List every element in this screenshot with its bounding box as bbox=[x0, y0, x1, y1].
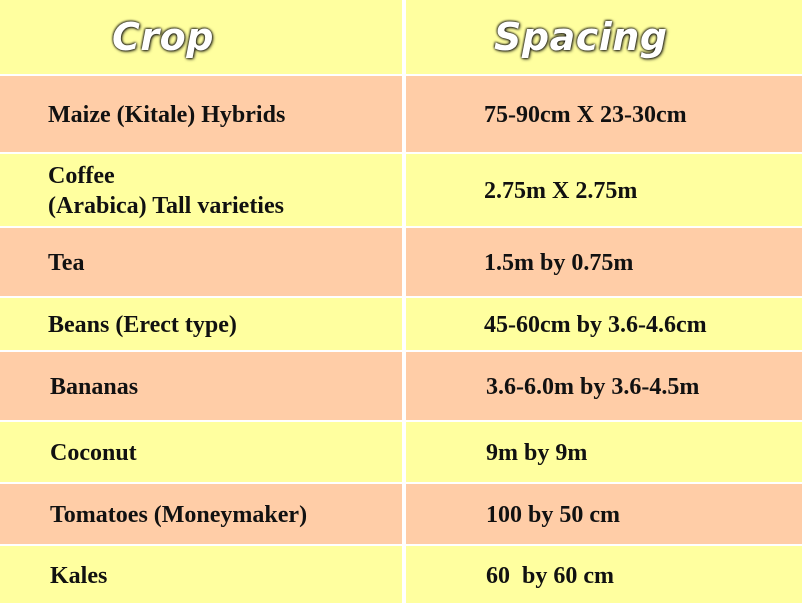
crop-name: Beans (Erect type) bbox=[48, 312, 237, 338]
crop-name: Tomatoes (Moneymaker) bbox=[50, 502, 308, 528]
table-row: Maize (Kitale) Hybrids 75-90cm X 23-30cm bbox=[0, 74, 802, 154]
spacing-cell: 75-90cm X 23-30cm bbox=[406, 76, 802, 154]
crop-name: Coffee (Arabica) Tall varieties bbox=[48, 163, 284, 219]
table-row: Beans (Erect type) 45-60cm by 3.6-4.6cm bbox=[0, 296, 802, 352]
spacing-value: 60 by 60 cm bbox=[486, 562, 614, 589]
table-row: Coffee (Arabica) Tall varieties 2.75m X … bbox=[0, 152, 802, 228]
crop-cell: Tomatoes (Moneymaker) bbox=[0, 484, 402, 546]
crop-header-cell: Crop bbox=[0, 0, 402, 74]
crop-name: Kales bbox=[50, 562, 108, 589]
spacing-cell: 100 by 50 cm bbox=[406, 484, 802, 546]
spacing-value: 1.5m by 0.75m bbox=[484, 250, 634, 276]
spacing-value: 2.75m X 2.75m bbox=[484, 178, 638, 204]
crop-cell: Maize (Kitale) Hybrids bbox=[0, 76, 402, 154]
spacing-header-cell: Spacing bbox=[406, 0, 802, 74]
spacing-cell: 45-60cm by 3.6-4.6cm bbox=[406, 298, 802, 352]
spacing-cell: 3.6-6.0m by 3.6-4.5m bbox=[406, 352, 802, 422]
spacing-value: 100 by 50 cm bbox=[486, 502, 620, 528]
crop-name: Tea bbox=[48, 250, 85, 276]
crop-header: Crop bbox=[112, 15, 214, 59]
table-row: Tea 1.5m by 0.75m bbox=[0, 226, 802, 298]
crop-cell: Coffee (Arabica) Tall varieties bbox=[0, 154, 402, 228]
spacing-value: 9m by 9m bbox=[486, 440, 588, 466]
spacing-cell: 60 by 60 cm bbox=[406, 546, 802, 603]
crop-name: Bananas bbox=[50, 374, 139, 400]
spacing-value: 3.6-6.0m by 3.6-4.5m bbox=[486, 374, 700, 400]
spacing-header: Spacing bbox=[494, 15, 668, 59]
spacing-cell: 9m by 9m bbox=[406, 422, 802, 484]
crop-cell: Coconut bbox=[0, 422, 402, 484]
crop-name: Coconut bbox=[50, 440, 137, 466]
table-header-row: Crop Spacing bbox=[0, 0, 802, 74]
spacing-value: 75-90cm X 23-30cm bbox=[484, 102, 687, 128]
spacing-cell: 2.75m X 2.75m bbox=[406, 154, 802, 228]
spacing-cell: 1.5m by 0.75m bbox=[406, 228, 802, 298]
crop-name: Maize (Kitale) Hybrids bbox=[48, 102, 286, 128]
table-row: Tomatoes (Moneymaker) 100 by 50 cm bbox=[0, 482, 802, 546]
crop-cell: Tea bbox=[0, 228, 402, 298]
table-row: Coconut 9m by 9m bbox=[0, 420, 802, 484]
crop-cell: Kales bbox=[0, 546, 402, 603]
table-row: Bananas 3.6-6.0m by 3.6-4.5m bbox=[0, 350, 802, 422]
crop-cell: Beans (Erect type) bbox=[0, 298, 402, 352]
crop-cell: Bananas bbox=[0, 352, 402, 422]
table-row: Kales 60 by 60 cm bbox=[0, 544, 802, 603]
spacing-value: 45-60cm by 3.6-4.6cm bbox=[484, 312, 707, 338]
